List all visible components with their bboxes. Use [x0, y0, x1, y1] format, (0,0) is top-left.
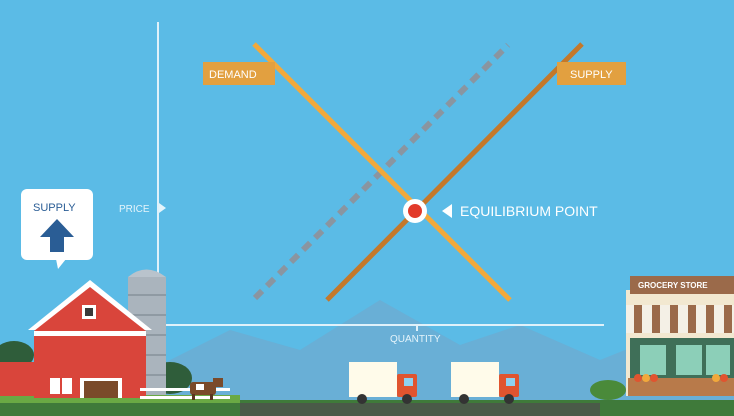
grocery-store: GROCERY STORE	[626, 276, 734, 396]
quantity-label: QUANTITY	[390, 334, 441, 345]
demand-line	[252, 42, 512, 302]
grocery-store-label: GROCERY STORE	[638, 281, 708, 290]
demand-label-box	[203, 62, 275, 85]
bush	[590, 380, 626, 400]
mountains	[150, 300, 734, 400]
supply-badge-label: SUPPLY	[33, 202, 76, 214]
arrow-up-icon	[40, 219, 74, 252]
price-label: PRICE	[119, 204, 150, 215]
demand-label: DEMAND	[209, 69, 257, 81]
truck	[349, 362, 417, 404]
supply-line	[325, 42, 584, 302]
triangle-left-icon	[442, 204, 452, 218]
truck	[451, 362, 519, 404]
triangle-right-icon	[159, 203, 166, 213]
supply-badge: SUPPLY	[21, 189, 93, 269]
equilibrium-dot-inner	[408, 204, 422, 218]
road	[240, 403, 600, 416]
bush	[0, 341, 34, 369]
supply-label-box	[557, 62, 626, 85]
equilibrium-label: EQUILIBRIUM POINT	[460, 203, 598, 219]
supply-label: SUPPLY	[570, 69, 613, 81]
cow	[190, 378, 223, 400]
left-shed	[0, 362, 34, 396]
barn	[28, 280, 152, 398]
grass	[0, 395, 240, 403]
fence	[140, 388, 230, 399]
